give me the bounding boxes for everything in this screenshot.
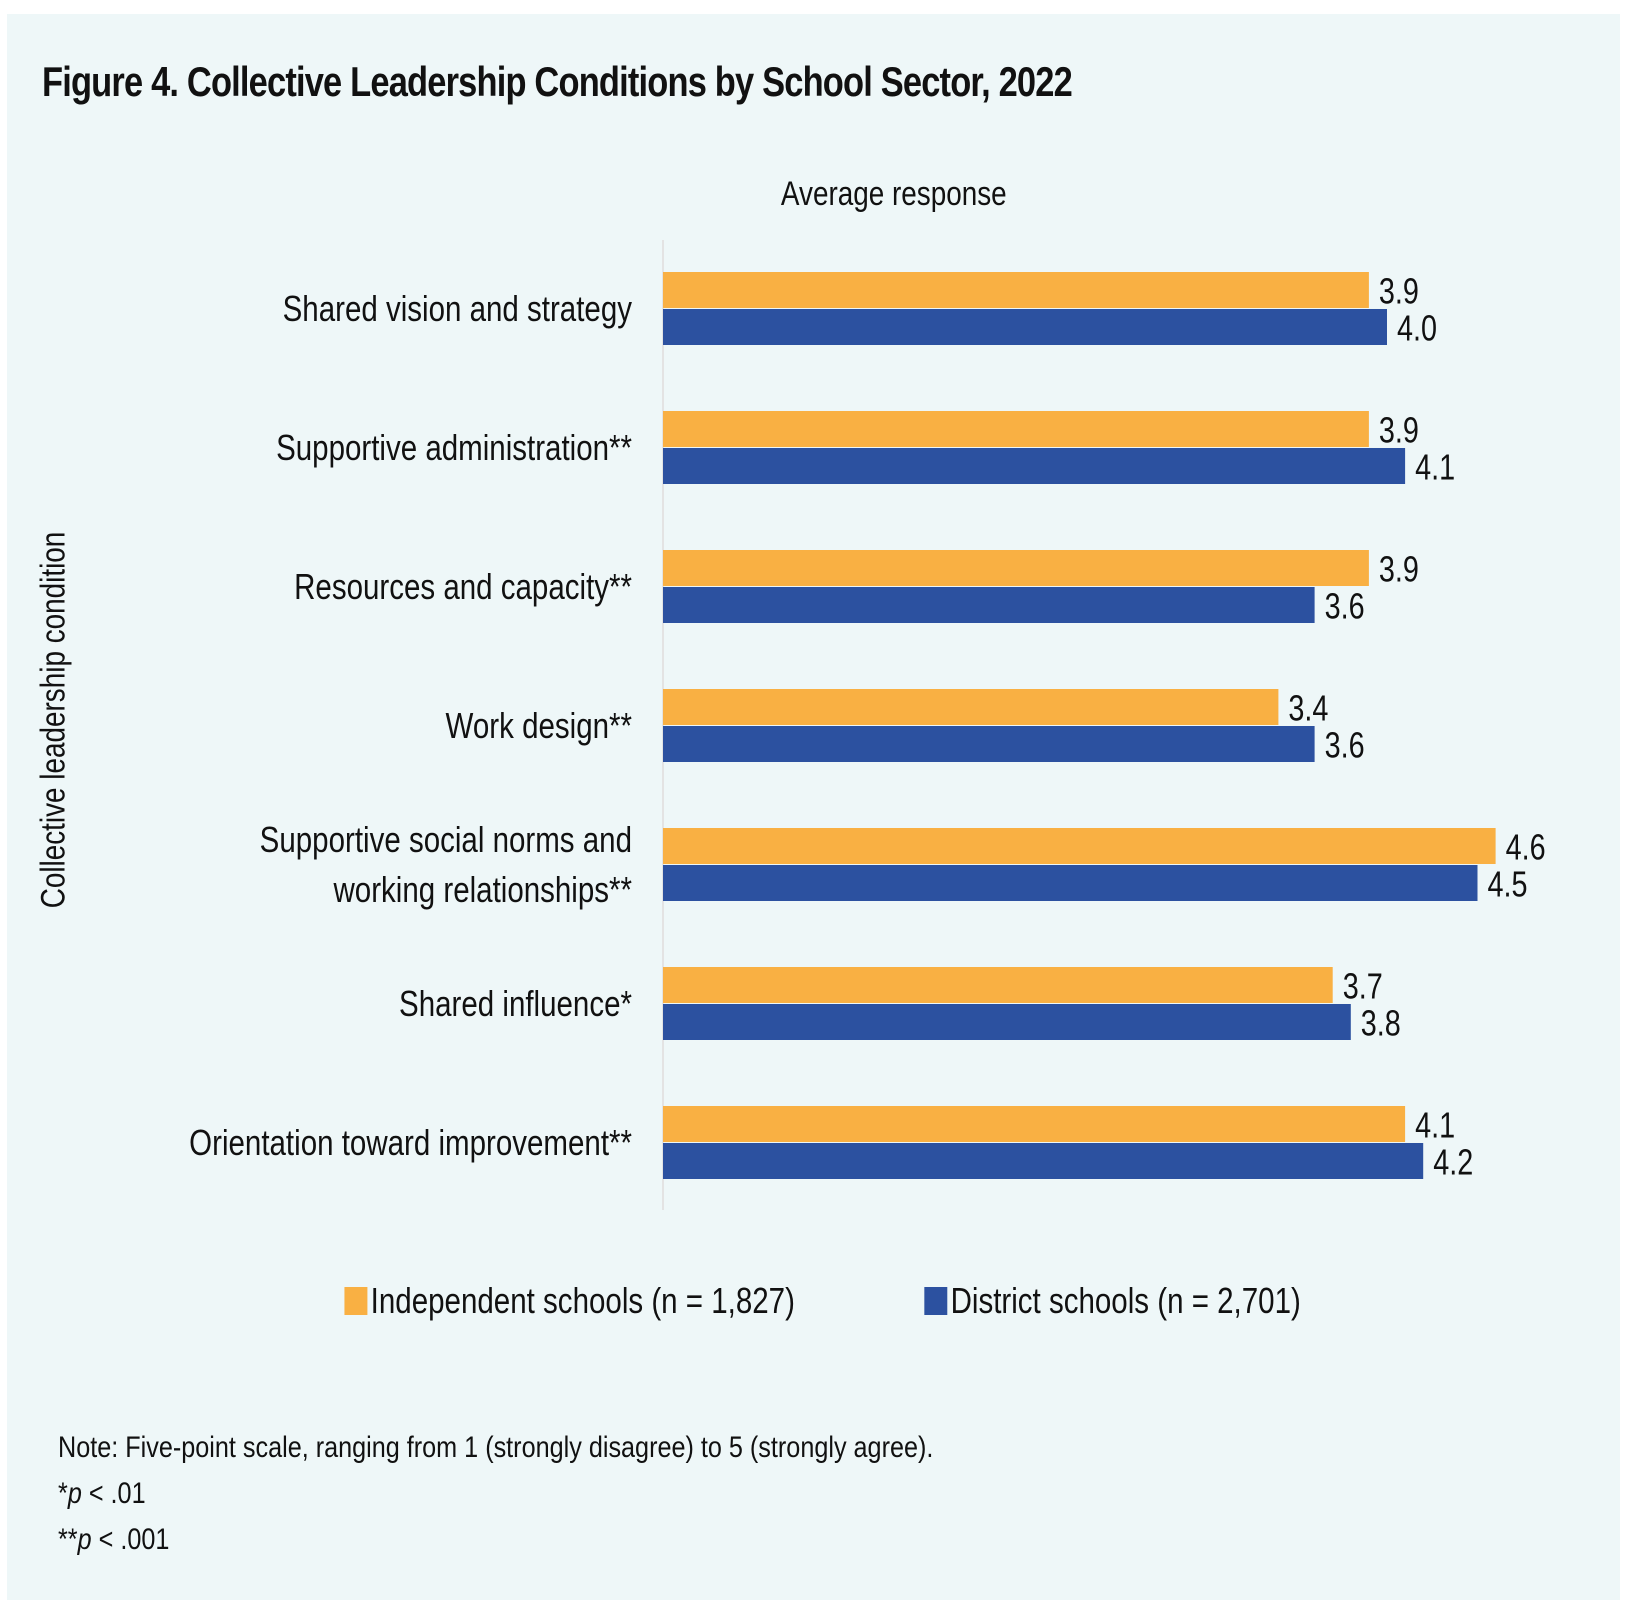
- notes: Note: Five-point scale, ranging from 1 (…: [58, 1425, 933, 1563]
- legend-swatch-independent: [344, 1287, 368, 1315]
- legend-label-district: District schools (n = 2,701): [950, 1280, 1301, 1321]
- bar-district: [663, 726, 1315, 762]
- legend-swatch-district: [923, 1287, 947, 1315]
- chart-title: Figure 4. Collective Leadership Conditio…: [42, 58, 1073, 105]
- category-label: Shared influence*: [399, 983, 632, 1023]
- bar-district: [663, 865, 1478, 901]
- bar-district: [663, 1004, 1351, 1040]
- bar-independent: [663, 411, 1369, 447]
- data-label-district: 4.0: [1397, 307, 1437, 348]
- data-label-district: 4.1: [1415, 446, 1455, 487]
- data-label-district: 3.6: [1325, 724, 1365, 765]
- bar-independent: [663, 550, 1369, 586]
- category-label: working relationships**: [333, 869, 633, 909]
- legend-label-independent: Independent schools (n = 1,827): [370, 1280, 796, 1321]
- data-label-independent: 4.1: [1415, 1104, 1455, 1145]
- bar-independent: [663, 689, 1279, 725]
- data-label-independent: 3.4: [1288, 687, 1328, 728]
- bar-independent: [663, 272, 1369, 308]
- category-label: Orientation toward improvement**: [189, 1122, 632, 1162]
- bar-district: [663, 309, 1387, 345]
- note-sig-2: **p < .001: [58, 1523, 170, 1556]
- bar-district: [663, 448, 1406, 484]
- bar-independent: [663, 828, 1496, 864]
- bar-district: [663, 587, 1315, 623]
- legend: Independent schools (n = 1,827) District…: [0, 1280, 1637, 1324]
- category-label: Supportive social norms and: [260, 819, 632, 859]
- data-label-district: 3.8: [1361, 1002, 1401, 1043]
- data-label-independent: 3.9: [1379, 548, 1419, 589]
- bar-independent: [663, 967, 1333, 1003]
- data-label-district: 4.5: [1488, 863, 1528, 904]
- data-label-district: 4.2: [1433, 1141, 1473, 1182]
- x-axis-label: Average response: [780, 175, 1007, 213]
- data-label-independent: 4.6: [1506, 826, 1546, 867]
- bar-district: [663, 1143, 1424, 1179]
- category-label: Supportive administration**: [276, 427, 632, 467]
- note-scale: Note: Five-point scale, ranging from 1 (…: [58, 1431, 934, 1464]
- note-sig-1: *p < .01: [58, 1477, 146, 1510]
- category-label: Work design**: [446, 705, 633, 745]
- data-label-independent: 3.9: [1379, 409, 1419, 450]
- legend-item-independent: Independent schools (n = 1,827): [344, 1280, 796, 1322]
- data-label-independent: 3.7: [1343, 965, 1383, 1006]
- category-label: Shared vision and strategy: [283, 288, 633, 328]
- legend-item-district: District schools (n = 2,701): [923, 1280, 1301, 1322]
- data-label-independent: 3.9: [1379, 270, 1419, 311]
- data-label-district: 3.6: [1325, 585, 1365, 626]
- bar-independent: [663, 1106, 1406, 1142]
- category-label: Resources and capacity**: [294, 566, 632, 606]
